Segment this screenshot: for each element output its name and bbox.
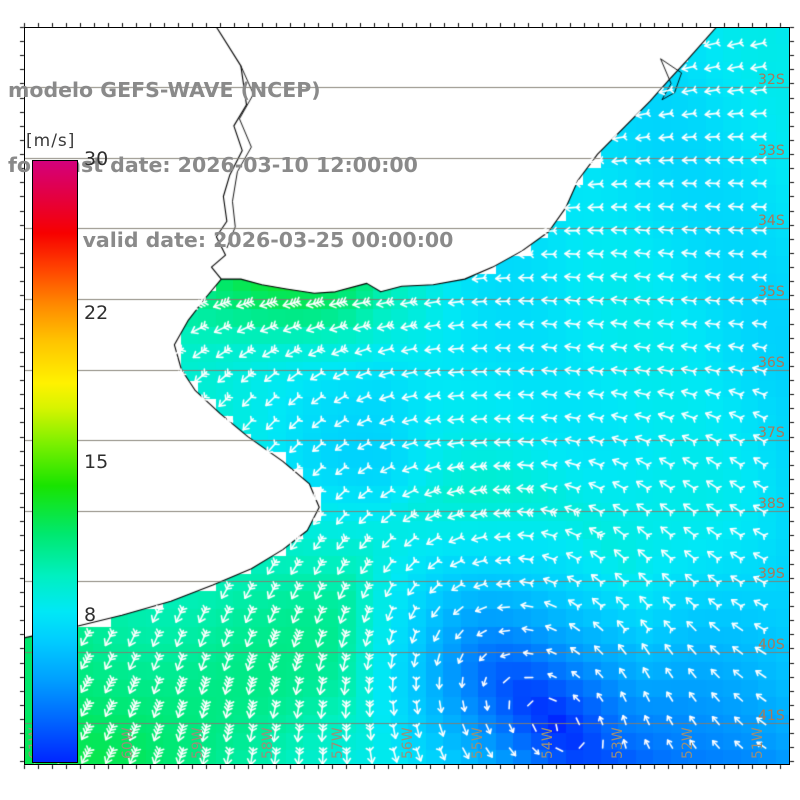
lon-label-55w: 55W xyxy=(469,727,486,759)
lat-label-40s: 40S xyxy=(758,637,785,653)
lon-label-54w: 54W xyxy=(539,727,556,759)
lat-label-38s: 38S xyxy=(758,495,785,512)
lat-label-32s: 32S xyxy=(758,72,785,89)
colorbar-tick-15: 15 xyxy=(84,451,109,474)
colorbar-tick-8: 8 xyxy=(84,604,97,627)
lon-label-57w: 57W xyxy=(329,727,346,759)
lat-label-41s: 41S xyxy=(758,707,785,724)
lon-label-51w: 51W xyxy=(749,727,766,759)
colorbar xyxy=(32,160,78,763)
lon-label-56w: 56W xyxy=(399,727,416,759)
lat-label-36s: 36S xyxy=(758,354,785,371)
lon-label-52w: 52W xyxy=(679,727,696,759)
lat-label-34s: 34S xyxy=(758,213,785,230)
colorbar-tick-22: 22 xyxy=(84,301,109,324)
colorbar-tick-30: 30 xyxy=(84,148,109,170)
colorbar-unit-label: [m/s] xyxy=(26,131,76,151)
colorbar-gradient xyxy=(32,160,78,763)
lon-label-53w: 53W xyxy=(609,727,626,759)
lon-label-58w: 58W xyxy=(259,727,276,759)
lat-label-37s: 37S xyxy=(758,425,785,442)
lat-label-39s: 39S xyxy=(758,566,785,583)
lat-label-35s: 35S xyxy=(758,283,785,300)
lat-label-33s: 33S xyxy=(758,142,785,159)
title-valid-date: valid date: 2026-03-25 00:00:00 xyxy=(82,228,454,252)
lon-label-60w: 60W xyxy=(119,727,136,759)
title-model: modelo GEFS-WAVE (NCEP) xyxy=(8,78,321,102)
lon-label-59w: 59W xyxy=(189,727,206,759)
